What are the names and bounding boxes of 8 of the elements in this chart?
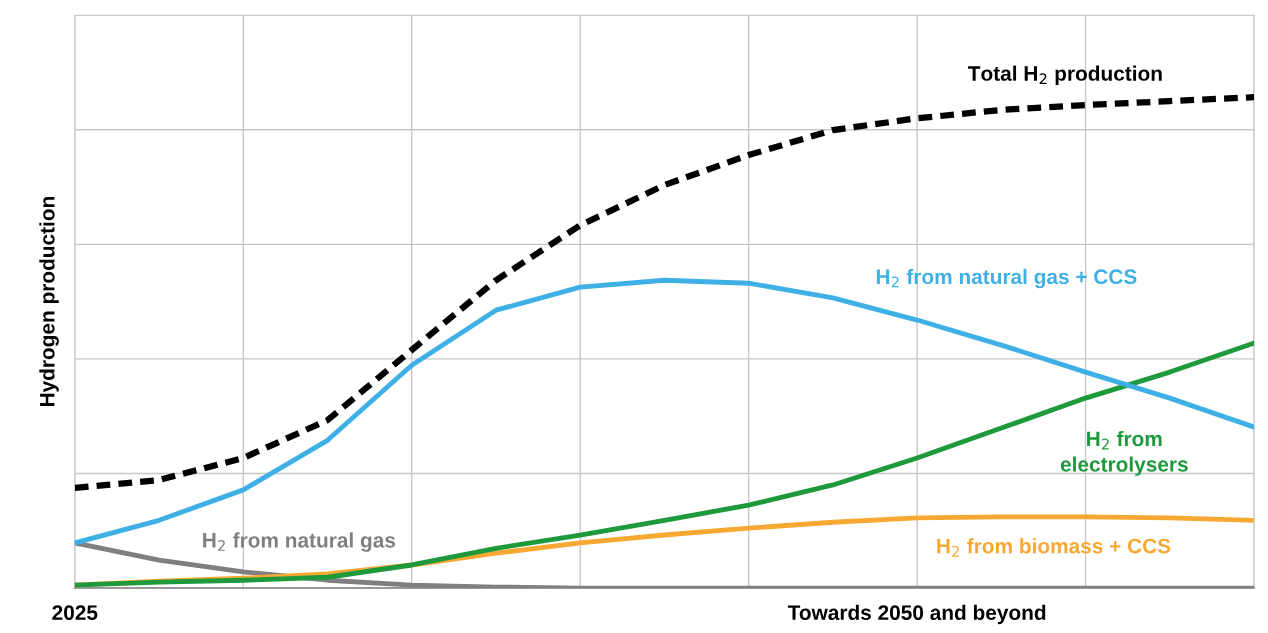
series-label: H$_{2}$ from electrolysers	[1060, 430, 1188, 476]
y-axis-title: Hydrogen production	[39, 197, 59, 407]
series-label: H$_{2}$ from biomass + CCS	[937, 538, 1171, 557]
x-tick-label: 2025	[52, 605, 98, 621]
series-label: Total H$_{2}$ production	[968, 65, 1162, 85]
series-label: H$_{2}$ from natural gas	[203, 532, 396, 552]
series-label: H$_{2}$ from natural gas + CCS	[876, 268, 1137, 289]
x-tick-label: Towards 2050 and beyond	[787, 604, 1046, 625]
